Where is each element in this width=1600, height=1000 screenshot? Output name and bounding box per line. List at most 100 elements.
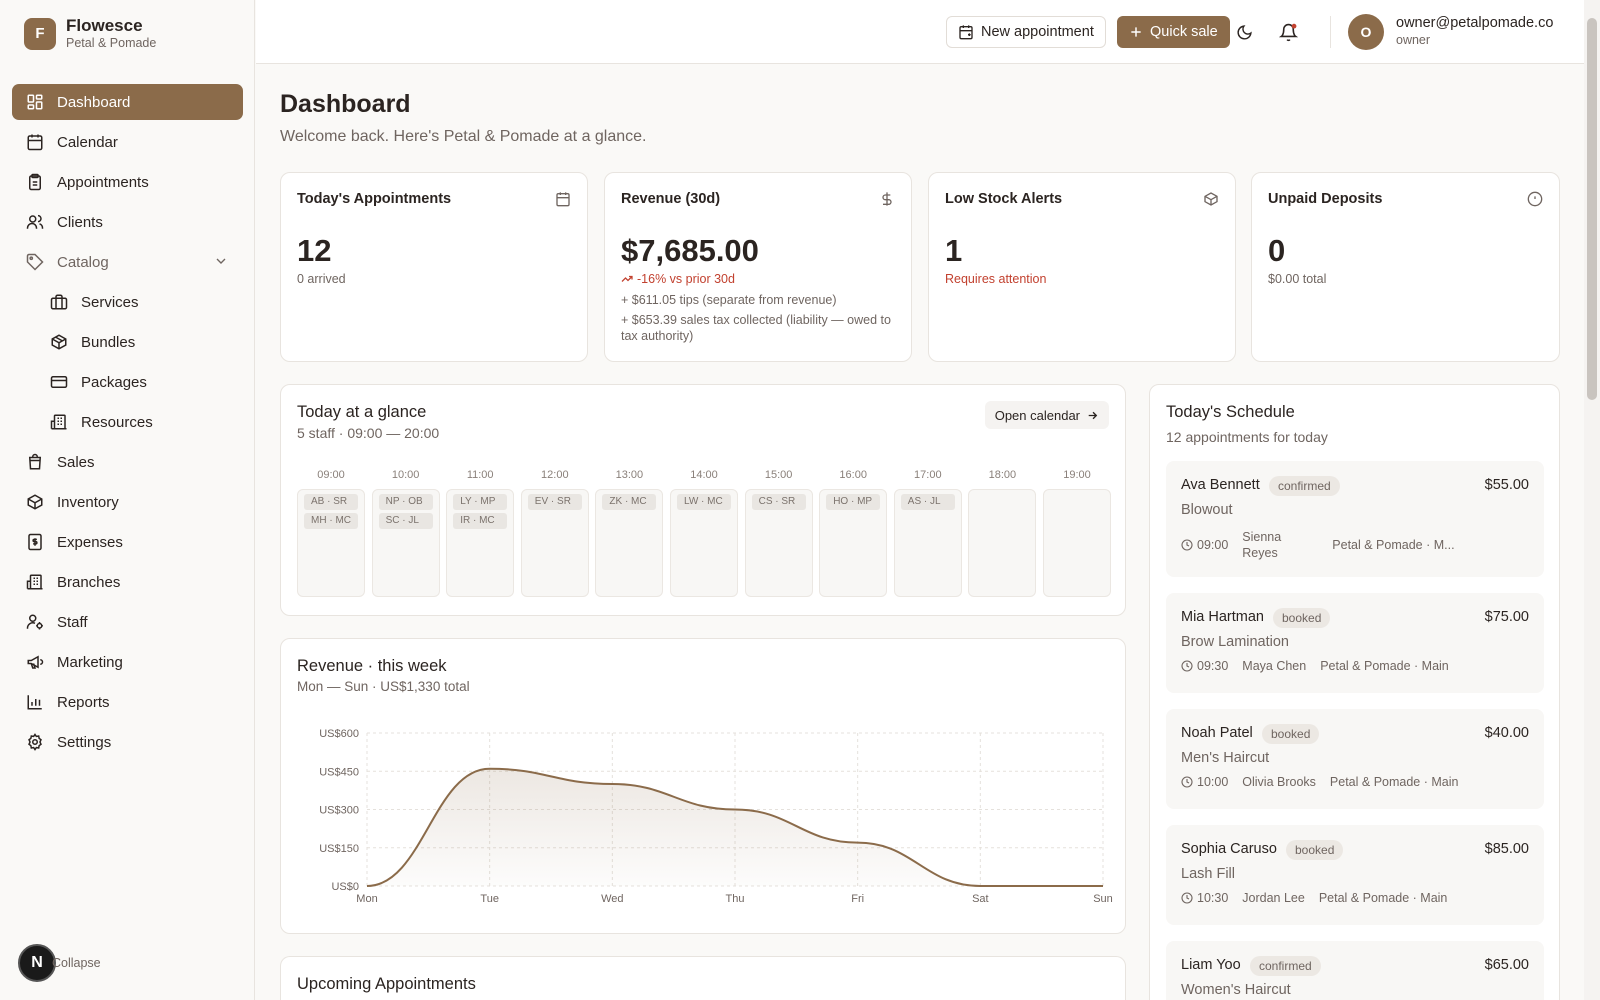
hour-slot[interactable]: LW · MC xyxy=(670,489,738,597)
hour-column[interactable]: 13:00 ZK · MC xyxy=(595,469,664,597)
dev-badge[interactable]: N xyxy=(18,944,56,982)
hour-column[interactable]: 15:00 CS · SR xyxy=(744,469,813,597)
sidebar-item-settings[interactable]: Settings xyxy=(12,724,243,760)
sidebar-item-dashboard[interactable]: Dashboard xyxy=(12,84,243,120)
status-badge: booked xyxy=(1273,608,1331,628)
hour-label: 12:00 xyxy=(541,469,569,481)
bell-icon xyxy=(1278,23,1298,42)
hour-slot[interactable]: LY · MP IR · MC xyxy=(446,489,515,597)
card-title: Revenue · this week xyxy=(297,657,447,675)
hour-slot[interactable]: HO · MP xyxy=(819,489,888,597)
user-email[interactable]: owner@petalpomade.co xyxy=(1396,15,1554,31)
clock-icon xyxy=(1181,539,1193,551)
sidebar-item-staff[interactable]: Staff xyxy=(12,604,243,640)
revenue-tips: + $611.05 tips (separate from revenue) xyxy=(621,293,837,307)
chevron-down-icon[interactable] xyxy=(213,253,229,269)
hour-column[interactable]: 19:00 xyxy=(1043,469,1111,597)
sidebar-item-services[interactable]: Services xyxy=(12,284,243,320)
client-name: Ava Bennett xyxy=(1181,477,1260,493)
calendar-icon xyxy=(25,132,45,152)
alert-circle-icon xyxy=(1527,191,1543,207)
schedule-item[interactable]: Ava Bennett $55.00 Blowout confirmed 09:00 Si… xyxy=(1166,461,1544,577)
sidebar-item-sales[interactable]: Sales xyxy=(12,444,243,480)
location-name: Petal & Pomade · Main xyxy=(1329,775,1459,789)
hour-slot[interactable]: ZK · MC xyxy=(595,489,664,597)
hour-column[interactable]: 17:00 AS · JL xyxy=(893,469,962,597)
receipt-icon xyxy=(25,532,45,552)
appointment-chip[interactable]: ZK · MC xyxy=(602,494,657,510)
quick-sale-button[interactable]: Quick sale xyxy=(1117,16,1230,48)
notifications-button[interactable] xyxy=(1274,18,1302,46)
sidebar-item-resources[interactable]: Resources xyxy=(12,404,243,440)
hour-label: 09:00 xyxy=(317,469,345,481)
appointment-chip[interactable]: LW · MC xyxy=(677,494,731,510)
hour-slot[interactable]: AS · JL xyxy=(893,489,962,597)
appointment-chip[interactable]: AS · JL xyxy=(900,494,955,510)
brand-name: Flowesce xyxy=(66,16,143,35)
sidebar-item-catalog[interactable]: Catalog xyxy=(12,244,243,280)
brand-subtitle: Petal & Pomade xyxy=(66,36,157,50)
scrollbar-thumb[interactable] xyxy=(1587,18,1597,400)
status-badge: booked xyxy=(1286,840,1344,860)
sidebar-item-branches[interactable]: Branches xyxy=(12,564,243,600)
appointment-chip[interactable]: CS · SR xyxy=(751,494,806,510)
sidebar-item-packages[interactable]: Packages xyxy=(12,364,243,400)
sidebar-item-reports[interactable]: Reports xyxy=(12,684,243,720)
hour-slot[interactable]: AB · SR MH · MC xyxy=(297,489,365,597)
collapse-label: Collapse xyxy=(52,956,101,970)
series-line xyxy=(366,767,1103,887)
hour-column[interactable]: 12:00 EV · SR xyxy=(520,469,589,597)
schedule-item[interactable]: Mia Hartman $75.00 Brow Lamination booked 09… xyxy=(1166,593,1544,693)
page-subtitle: Welcome back. Here's Petal & Pomade at a… xyxy=(280,128,647,145)
theme-toggle-button[interactable] xyxy=(1230,18,1258,46)
stat-card-revenue: Revenue (30d) $7,685.00 -16% vs prior 30… xyxy=(604,172,912,362)
stat-value: 0 xyxy=(1268,233,1286,268)
hour-slot[interactable]: EV · SR xyxy=(520,489,589,597)
sidebar-item-inventory[interactable]: Inventory xyxy=(12,484,243,520)
location-name: Petal & Pomade · Main xyxy=(1318,891,1448,905)
stat-card-appointments: Today's Appointments 12 0 arrived xyxy=(280,172,588,362)
clipboard-icon xyxy=(25,172,45,192)
sidebar-item-clients[interactable]: Clients xyxy=(12,204,243,240)
appointment-chip[interactable]: EV · SR xyxy=(527,494,582,510)
client-name: Sophia Caruso xyxy=(1181,841,1277,857)
sidebar-item-label: Resources xyxy=(81,413,153,431)
sidebar-item-marketing[interactable]: Marketing xyxy=(12,644,243,680)
appointment-chip[interactable]: SC · JL xyxy=(378,513,433,529)
sidebar-item-bundles[interactable]: Bundles xyxy=(12,324,243,360)
hour-label: 19:00 xyxy=(1063,469,1091,481)
appointment-price: $65.00 xyxy=(1484,957,1529,973)
appointment-price: $75.00 xyxy=(1484,609,1529,625)
hour-slot[interactable] xyxy=(968,489,1037,597)
sidebar-item-expenses[interactable]: Expenses xyxy=(12,524,243,560)
appointment-chip[interactable]: MH · MC xyxy=(304,513,358,529)
appointment-chip[interactable]: NP · OB xyxy=(378,494,433,510)
open-calendar-label: Open calendar xyxy=(994,407,1080,423)
appointment-chip[interactable]: HO · MP xyxy=(826,494,881,510)
schedule-item[interactable]: Noah Patel $40.00 Men's Haircut booked 10:00… xyxy=(1166,709,1544,809)
appointment-chip[interactable]: AB · SR xyxy=(304,494,358,510)
service-name: Brow Lamination xyxy=(1181,634,1289,650)
sidebar-item-label: Bundles xyxy=(81,333,136,351)
hour-column[interactable]: 10:00 NP · OB SC · JL xyxy=(371,469,440,597)
appointment-chip[interactable]: IR · MC xyxy=(453,513,508,529)
hour-slot[interactable]: NP · OB SC · JL xyxy=(371,489,440,597)
schedule-item[interactable]: Liam Yoo $65.00 Women's Haircut confirmed xyxy=(1166,941,1544,1000)
appointment-chip[interactable]: LY · MP xyxy=(453,494,508,510)
hour-column[interactable]: 14:00 LW · MC xyxy=(670,469,738,597)
hour-column[interactable]: 09:00 AB · SR MH · MC xyxy=(297,469,365,597)
hour-slot[interactable]: CS · SR xyxy=(744,489,813,597)
hour-column[interactable]: 11:00 LY · MP IR · MC xyxy=(446,469,515,597)
brand[interactable]: F Flowesce Petal & Pomade xyxy=(24,16,156,51)
hour-column[interactable]: 16:00 HO · MP xyxy=(819,469,888,597)
hour-column[interactable]: 18:00 xyxy=(968,469,1037,597)
sidebar-item-appointments[interactable]: Appointments xyxy=(12,164,243,200)
open-calendar-button[interactable]: Open calendar xyxy=(984,401,1109,429)
hour-slot[interactable] xyxy=(1043,489,1111,597)
avatar[interactable]: O xyxy=(1348,14,1384,50)
collapse-sidebar-button[interactable]: N Collapse xyxy=(18,944,101,982)
new-appointment-button[interactable]: New appointment xyxy=(946,16,1106,48)
sidebar-item-calendar[interactable]: Calendar xyxy=(12,124,243,160)
schedule-item[interactable]: Sophia Caruso $85.00 Lash Fill booked 10:30 J… xyxy=(1166,825,1544,925)
page-scrollbar[interactable] xyxy=(1584,0,1600,1000)
